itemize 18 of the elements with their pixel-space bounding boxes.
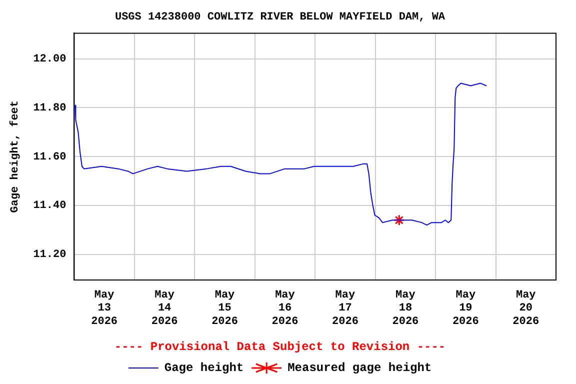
legend-label: Gage height bbox=[164, 361, 244, 376]
y-tick-label: 11.40 bbox=[33, 200, 66, 212]
y-tick-label: 12.00 bbox=[33, 54, 66, 66]
x-tick-label: May 18 2026 bbox=[392, 289, 419, 328]
chart-title: USGS 14238000 COWLITZ RIVER BELOW MAYFIELD DAM, WA bbox=[114, 11, 446, 24]
y-tick-label: 11.60 bbox=[33, 151, 66, 164]
y-tick-label: 11.20 bbox=[33, 249, 66, 262]
x-tick-label: May 14 2026 bbox=[151, 289, 178, 328]
text: ---- Provisional Data Subject to Revision ---- bbox=[114, 340, 446, 354]
x-tick-label: May 16 2026 bbox=[272, 289, 298, 328]
legend-label: Measured gage height bbox=[288, 361, 432, 376]
x-tick-label: May 20 2026 bbox=[512, 289, 540, 328]
x-tick-label: May 19 2026 bbox=[452, 289, 479, 328]
x-tick-label: May 17 2026 bbox=[332, 289, 358, 328]
x-tick-label: May 15 2026 bbox=[212, 289, 238, 328]
y-tick-label: 11.80 bbox=[33, 102, 66, 114]
x-tick-label: May 13 2026 bbox=[91, 289, 118, 328]
y-axis-title: Gage height, feet bbox=[8, 100, 22, 213]
